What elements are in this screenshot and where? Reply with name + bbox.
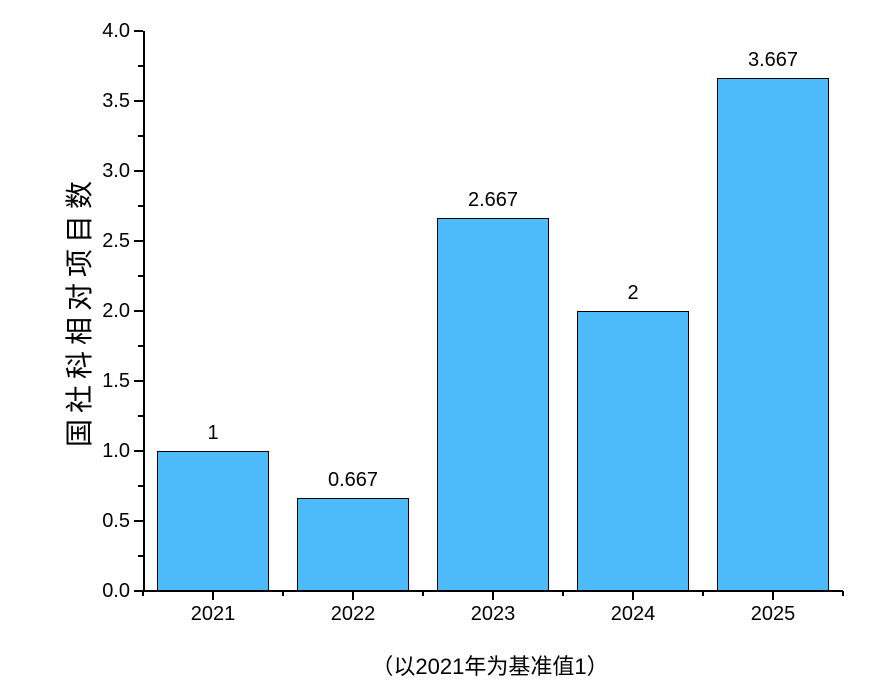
bar [437, 217, 549, 591]
x-boundary-tick [562, 591, 564, 596]
x-boundary-tick [702, 591, 704, 596]
x-tick-label: 2025 [750, 603, 796, 625]
y-major-tick [134, 310, 143, 312]
y-minor-tick [138, 135, 143, 137]
x-tick-label: 2023 [470, 603, 516, 625]
x-boundary-tick [842, 591, 844, 596]
y-minor-tick [138, 65, 143, 67]
bar-value-label: 3.667 [747, 48, 799, 71]
x-axis-title: （以2021年为基准值1） [371, 654, 609, 679]
x-major-tick [492, 591, 494, 600]
y-major-tick [134, 380, 143, 382]
x-boundary-tick [422, 591, 424, 596]
y-tick-label: 3.5 [102, 90, 130, 112]
x-tick-label: 2024 [610, 603, 656, 625]
bar [157, 451, 269, 591]
bar [717, 77, 829, 591]
x-tick-label: 2022 [330, 603, 376, 625]
y-minor-tick [138, 555, 143, 557]
y-major-tick [134, 240, 143, 242]
y-minor-tick [138, 485, 143, 487]
y-major-tick [134, 520, 143, 522]
y-axis-line [143, 31, 145, 591]
y-minor-tick [138, 415, 143, 417]
y-minor-tick [138, 275, 143, 277]
y-major-tick [134, 450, 143, 452]
y-major-tick [134, 170, 143, 172]
y-tick-label: 0.5 [102, 510, 130, 532]
bar [577, 311, 689, 591]
bar-value-label: 2.667 [467, 188, 519, 211]
x-boundary-tick [282, 591, 284, 596]
y-tick-label: 1.0 [102, 440, 130, 462]
y-minor-tick [138, 345, 143, 347]
plot-area: 1 0.667 2.667 2 3.667 0.0 0.5 1.0 1.5 2.0 2.5 3.0 3… [102, 20, 844, 625]
x-major-tick [352, 591, 354, 600]
bar [297, 497, 409, 591]
y-tick-label: 1.5 [102, 370, 130, 392]
x-boundary-tick [142, 591, 144, 596]
y-minor-tick [138, 205, 143, 207]
x-major-tick [632, 591, 634, 600]
y-axis-title: 国社科相对项目数 [64, 174, 95, 448]
y-major-tick [134, 30, 143, 32]
y-tick-label: 2.5 [102, 230, 130, 252]
y-tick-label: 3.0 [102, 160, 130, 182]
y-major-tick [134, 100, 143, 102]
y-tick-label: 4.0 [102, 20, 130, 42]
y-major-tick [134, 590, 143, 592]
x-major-tick [212, 591, 214, 600]
y-tick-label: 2.0 [102, 300, 130, 322]
bar-value-label: 1 [207, 422, 219, 444]
x-tick-label: 2021 [190, 603, 236, 625]
bar-value-label: 0.667 [327, 468, 379, 491]
bar-value-label: 2 [627, 282, 639, 304]
y-tick-label: 0.0 [102, 580, 130, 602]
x-major-tick [772, 591, 774, 600]
